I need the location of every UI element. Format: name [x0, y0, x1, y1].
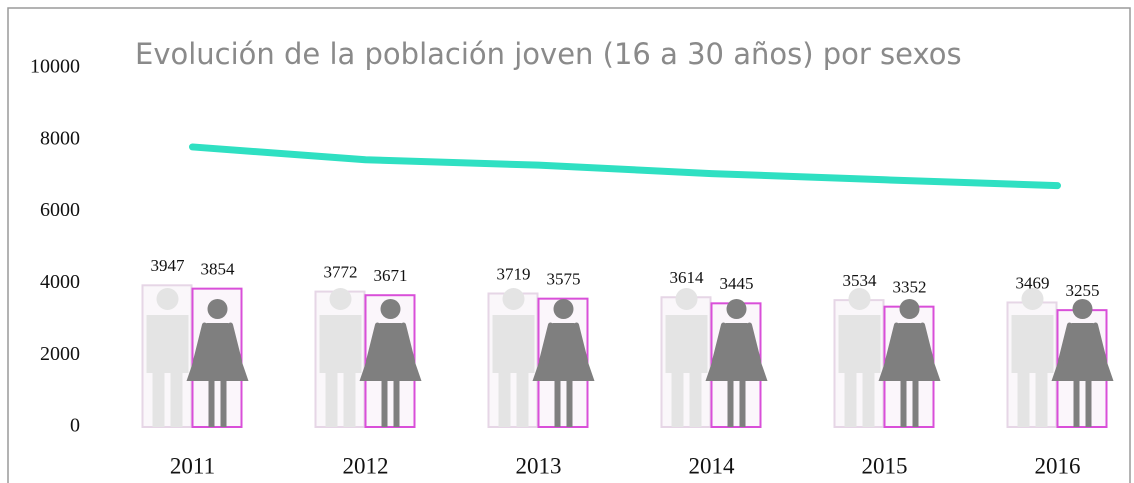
male-icon [492, 288, 535, 427]
female-icon [1051, 299, 1114, 427]
y-tick-label: 2000 [40, 343, 80, 365]
male-icon [665, 288, 708, 427]
data-label: 3719 [497, 264, 531, 283]
female-icon-arms [366, 322, 415, 364]
data-label: 3947 [151, 256, 186, 275]
female-icon [878, 299, 941, 427]
x-tick-label: 2013 [516, 453, 562, 478]
female-icon [705, 299, 768, 427]
male-icon [146, 288, 189, 427]
x-tick-label: 2014 [689, 453, 736, 478]
data-label: 3534 [843, 271, 878, 290]
male-icon-body [146, 315, 189, 427]
x-tick-label: 2012 [343, 453, 389, 478]
male-icon-head [1021, 288, 1044, 310]
male-icon [1011, 288, 1054, 427]
male-icon-head [329, 288, 352, 310]
female-icon-head [726, 299, 747, 319]
male-icon-head [675, 288, 698, 310]
data-label: 3352 [893, 278, 927, 297]
y-tick-label: 4000 [40, 271, 80, 293]
data-label: 3255 [1066, 281, 1100, 300]
data-label: 3614 [670, 268, 705, 287]
data-label: 3854 [201, 260, 236, 279]
data-label: 3575 [547, 270, 581, 289]
female-icon-leg [566, 381, 573, 427]
female-icon-arms [193, 322, 242, 364]
male-icon-head [156, 288, 179, 310]
female-icon-leg [739, 381, 746, 427]
male-icon [319, 288, 362, 427]
male-icon-body [665, 315, 708, 427]
female-icon-head [1072, 299, 1093, 319]
y-tick-label: 10000 [30, 56, 80, 78]
female-icon-leg [1073, 381, 1080, 427]
female-icon-leg [220, 381, 227, 427]
female-icon-leg [554, 381, 561, 427]
female-icon-head [899, 299, 920, 319]
frame [7, 7, 1131, 483]
male-icon-body [319, 315, 362, 427]
female-icon-leg [208, 381, 215, 427]
female-icon-leg [900, 381, 907, 427]
female-icon-arms [712, 322, 761, 364]
x-tick-label: 2011 [170, 453, 215, 478]
male-icon-head [502, 288, 525, 310]
female-icon-head [553, 299, 574, 319]
line [189, 143, 1061, 190]
female-icon-arms [539, 322, 588, 364]
male-icon-body [492, 315, 535, 427]
female-icon [532, 299, 595, 427]
female-icon-arms [1058, 322, 1107, 364]
data-label: 3772 [324, 262, 358, 281]
female-icon-leg [393, 381, 400, 427]
y-tick-label: 6000 [40, 199, 80, 221]
male-icon-head [848, 288, 871, 310]
female-icon-head [207, 299, 228, 319]
female-icon-arms [885, 322, 934, 364]
male-icon-body [838, 315, 881, 427]
female-icon [359, 299, 422, 427]
female-icon-leg [381, 381, 388, 427]
female-icon-leg [1085, 381, 1092, 427]
data-label: 3445 [720, 274, 754, 293]
y-tick-label: 8000 [40, 127, 80, 149]
x-tick-label: 2015 [862, 453, 908, 478]
x-tick-label: 2016 [1035, 453, 1081, 478]
male-icon [838, 288, 881, 427]
y-tick-label: 0 [70, 415, 80, 437]
data-label: 3671 [374, 266, 408, 285]
female-icon-leg [727, 381, 734, 427]
female-icon [186, 299, 249, 427]
male-icon-body [1011, 315, 1054, 427]
data-label: 3469 [1016, 273, 1050, 292]
female-icon-head [380, 299, 401, 319]
chart-title: Evolución de la población joven (16 a 30… [135, 37, 962, 71]
female-icon-leg [912, 381, 919, 427]
